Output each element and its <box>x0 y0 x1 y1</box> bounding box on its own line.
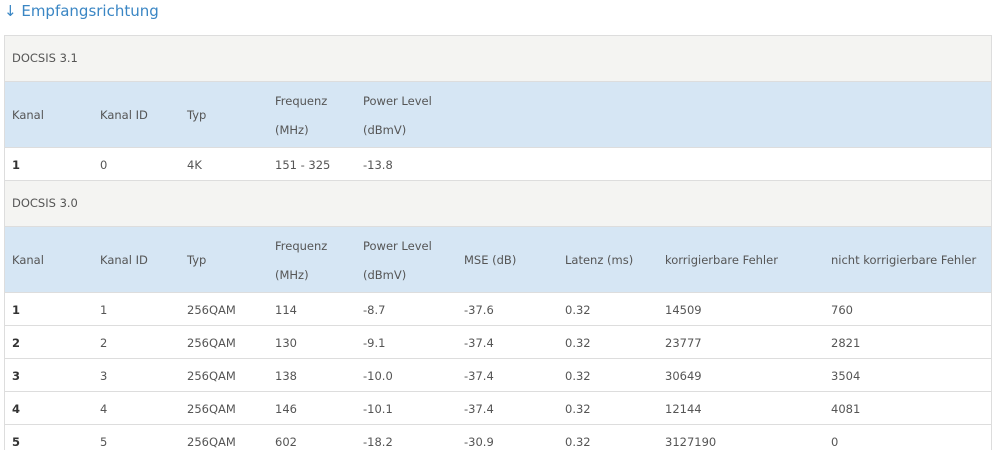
cell: 4081 <box>831 402 861 416</box>
section-label: DOCSIS 3.0 <box>12 196 78 210</box>
cell: -37.4 <box>464 336 494 350</box>
cell: 3127190 <box>665 435 717 449</box>
cell: 760 <box>831 303 853 317</box>
column-header: Typ <box>187 253 207 267</box>
cell: 130 <box>275 336 297 350</box>
cell: 256QAM <box>187 336 236 350</box>
cell: 1 <box>100 303 108 317</box>
column-unit: (dBmV) <box>363 268 407 282</box>
cell: 138 <box>275 369 297 383</box>
cell: 0 <box>831 435 839 449</box>
column-header: Kanal ID <box>100 108 148 122</box>
column-header: Frequenz <box>275 94 328 108</box>
cell: -18.2 <box>363 435 393 449</box>
cell: 256QAM <box>187 303 236 317</box>
column-header: Power Level <box>363 239 432 253</box>
column-header: Power Level <box>363 94 432 108</box>
column-header: Kanal <box>12 253 44 267</box>
cell: 1 <box>12 158 21 172</box>
section-row: DOCSIS 3.1 <box>5 36 991 82</box>
column-header: Kanal ID <box>100 253 148 267</box>
cell: -10.0 <box>363 369 393 383</box>
cell: 4 <box>100 402 108 416</box>
cell: 2 <box>100 336 108 350</box>
column-header: Latenz (ms) <box>565 253 634 267</box>
cell: -37.6 <box>464 303 494 317</box>
cell: -37.4 <box>464 402 494 416</box>
cell: 3 <box>100 369 108 383</box>
header-row: Kanal Kanal ID Typ Frequenz (MHz) Power Level… <box>5 227 991 293</box>
cell: 30649 <box>665 369 702 383</box>
cell: 114 <box>275 303 297 317</box>
data-row: 1 1 256QAM 114 -8.7 -37.6 0.32 14509 760 <box>5 293 991 326</box>
cell: 256QAM <box>187 435 236 449</box>
cell: 0.32 <box>565 435 591 449</box>
data-row: 1 0 4K 151 - 325 -13.8 <box>5 148 991 181</box>
section-title: ↓ Empfangsrichtung <box>4 2 159 20</box>
cell: 1 <box>12 303 21 317</box>
cell: 5 <box>100 435 108 449</box>
column-unit: (MHz) <box>275 123 309 137</box>
cell: 602 <box>275 435 297 449</box>
column-header: Frequenz <box>275 239 328 253</box>
column-header: MSE (dB) <box>464 253 517 267</box>
cell: 0.32 <box>565 402 591 416</box>
column-header: Typ <box>187 108 207 122</box>
cell: -30.9 <box>464 435 494 449</box>
data-row: 2 2 256QAM 130 -9.1 -37.4 0.32 23777 2821 <box>5 326 991 359</box>
section-label: DOCSIS 3.1 <box>12 51 78 65</box>
cell: 256QAM <box>187 402 236 416</box>
cell: 23777 <box>665 336 702 350</box>
cell: -37.4 <box>464 369 494 383</box>
cell: 151 - 325 <box>275 158 331 172</box>
header-row: Kanal Kanal ID Typ Frequenz (MHz) Power Level… <box>5 82 991 148</box>
cell: -9.1 <box>363 336 386 350</box>
cell: 4 <box>12 402 21 416</box>
column-unit: (dBmV) <box>363 123 407 137</box>
cell: -8.7 <box>363 303 386 317</box>
cell: -13.8 <box>363 158 393 172</box>
channel-table: DOCSIS 3.1 Kanal Kanal ID Typ Frequenz (MHz) P… <box>4 35 992 450</box>
cell: 12144 <box>665 402 702 416</box>
column-header: korrigierbare Fehler <box>665 253 778 267</box>
column-header: nicht korrigierbare Fehler <box>831 253 977 267</box>
data-row: 4 4 256QAM 146 -10.1 -37.4 0.32 12144 4081 <box>5 392 991 425</box>
cell: 0 <box>100 158 108 172</box>
column-unit: (MHz) <box>275 268 309 282</box>
cell: 3504 <box>831 369 861 383</box>
data-row: 5 5 256QAM 602 -18.2 -30.9 0.32 3127190 0 <box>5 425 991 450</box>
cell: 4K <box>187 158 202 172</box>
cell: 2 <box>12 336 21 350</box>
column-header: Kanal <box>12 108 44 122</box>
cell: 256QAM <box>187 369 236 383</box>
cell: 2821 <box>831 336 861 350</box>
data-row: 3 3 256QAM 138 -10.0 -37.4 0.32 30649 3504 <box>5 359 991 392</box>
cell: 5 <box>12 435 21 449</box>
cell: 0.32 <box>565 303 591 317</box>
cell: 0.32 <box>565 336 591 350</box>
cell: 14509 <box>665 303 702 317</box>
cell: 146 <box>275 402 297 416</box>
cell: -10.1 <box>363 402 393 416</box>
cell: 3 <box>12 369 21 383</box>
cell: 0.32 <box>565 369 591 383</box>
section-row: DOCSIS 3.0 <box>5 181 991 227</box>
